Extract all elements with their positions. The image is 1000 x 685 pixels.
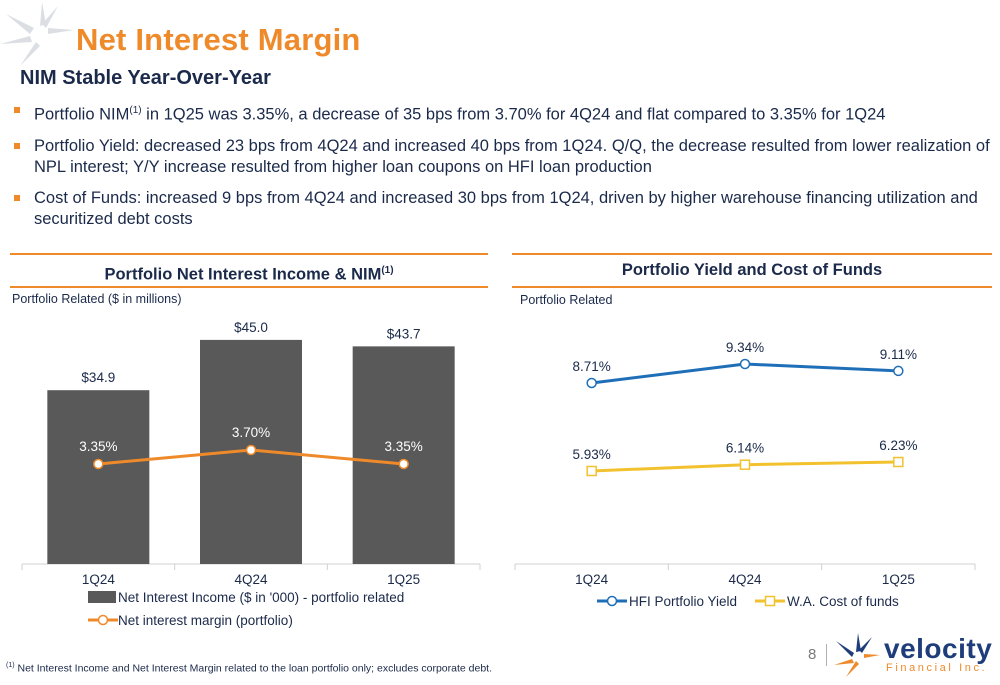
yield-point <box>893 365 904 377</box>
nim-label: 3.35% <box>385 439 423 454</box>
right-unit-label: Portfolio Related <box>520 293 613 307</box>
bullet-item: Portfolio Yield: decreased 23 bps from 4… <box>12 136 990 178</box>
bullet-square-icon <box>14 142 20 149</box>
legend-line-label: Net interest margin (portfolio) <box>118 613 293 628</box>
left-panel-title: Portfolio Net Interest Income & NIM(1) <box>10 253 488 288</box>
footer-divider <box>826 644 827 666</box>
legend-bar-label: Net Interest Income ($ in '000) - portfo… <box>118 590 404 605</box>
nii-bar <box>47 390 150 564</box>
page-title: Net Interest Margin <box>76 22 361 57</box>
cost-label: 5.93% <box>573 447 611 462</box>
left-unit-label: Portfolio Related ($ in millions) <box>12 292 182 306</box>
footnote: (1) Net Interest Income and Net Interest… <box>6 662 492 675</box>
x-tick-label: 1Q24 <box>82 572 116 587</box>
nii-nim-chart: $34.9 1Q24 $45.0 4Q24 $43.7 1Q25 3.35% 3.70% 3.3… <box>21 320 481 628</box>
bullet-square-icon <box>14 107 20 113</box>
nim-point <box>398 458 409 470</box>
legend-bar-swatch <box>88 591 116 603</box>
legend-cost-label: W.A. Cost of funds <box>787 594 899 609</box>
legend-line-marker <box>97 614 109 626</box>
page-subtitle: NIM Stable Year-Over-Year <box>20 67 271 89</box>
right-panel-title: Portfolio Yield and Cost of Funds <box>512 253 992 288</box>
brand-subtitle: Financial Inc. <box>886 662 988 674</box>
yield-point <box>586 377 597 389</box>
nim-label: 3.35% <box>79 439 117 454</box>
brand-name: velocity <box>884 633 993 664</box>
bullet-list: Portfolio NIM(1) in 1Q25 was 3.35%, a de… <box>12 100 990 240</box>
nim-label: 3.70% <box>232 425 270 440</box>
yield-label: 9.34% <box>726 340 764 355</box>
cost-point <box>739 459 751 470</box>
x-tick-label: 1Q24 <box>575 572 609 587</box>
bullet-square-icon <box>14 194 20 201</box>
legend-yield-label: HFI Portfolio Yield <box>629 594 737 609</box>
x-tick-label: 4Q24 <box>234 572 268 587</box>
velocity-star-logo <box>0 2 74 66</box>
legend-cost-marker <box>764 595 776 607</box>
x-tick-label: 4Q24 <box>728 572 762 587</box>
yield-label: 8.71% <box>573 359 611 374</box>
cost-label: 6.23% <box>879 438 917 453</box>
x-tick-label: 1Q25 <box>882 572 915 587</box>
x-tick-label: 1Q25 <box>387 572 420 587</box>
velocity-logo-icon <box>834 633 880 677</box>
cost-point <box>586 465 597 477</box>
nii-bar-label: $43.7 <box>387 326 421 341</box>
cost-point <box>893 456 904 468</box>
nii-bar <box>352 346 455 564</box>
bullet-item: Portfolio NIM(1) in 1Q25 was 3.35%, a de… <box>12 100 990 126</box>
nii-bar-label: $45.0 <box>234 320 268 335</box>
yield-cost-chart: 1Q24 4Q24 1Q25 8.71% 9.34% 9.11% 5.93% 6.14% 6.2… <box>514 340 976 609</box>
nim-point <box>93 458 104 470</box>
bullet-item: Cost of Funds: increased 9 bps from 4Q24… <box>12 188 990 230</box>
yield-point <box>739 358 751 370</box>
yield-label: 9.11% <box>880 347 917 362</box>
legend-yield-marker <box>606 595 618 607</box>
page-number: 8 <box>808 646 817 663</box>
cost-label: 6.14% <box>726 441 764 456</box>
nii-bar-label: $34.9 <box>81 370 115 385</box>
nim-point <box>245 444 257 456</box>
